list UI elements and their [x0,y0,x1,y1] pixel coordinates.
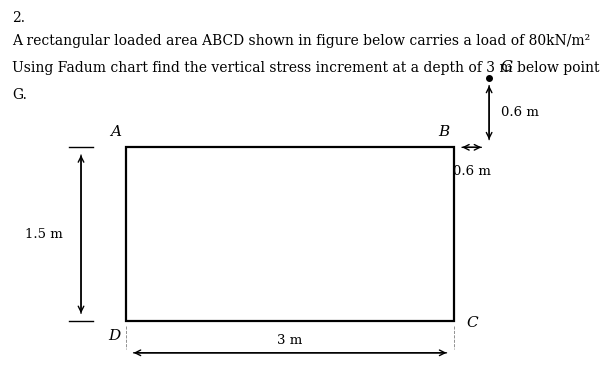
Text: 0.6 m: 0.6 m [453,165,491,178]
Text: 2.: 2. [12,11,25,26]
Text: D: D [109,329,121,343]
Bar [126,147,454,321]
Text: G.: G. [12,88,27,102]
Text: 3 m: 3 m [277,334,302,347]
Text: C: C [466,316,478,330]
Text: 0.6 m: 0.6 m [501,106,539,119]
Text: A: A [110,125,121,139]
Text: Using Fadum chart find the vertical stress increment at a depth of 3 m below poi: Using Fadum chart find the vertical stre… [12,61,599,75]
Text: 1.5 m: 1.5 m [25,228,63,241]
Text: A rectangular loaded area ABCD shown in figure below carries a load of 80kN/m²: A rectangular loaded area ABCD shown in … [12,34,590,49]
Text: G: G [501,60,513,74]
Text: B: B [438,125,449,139]
